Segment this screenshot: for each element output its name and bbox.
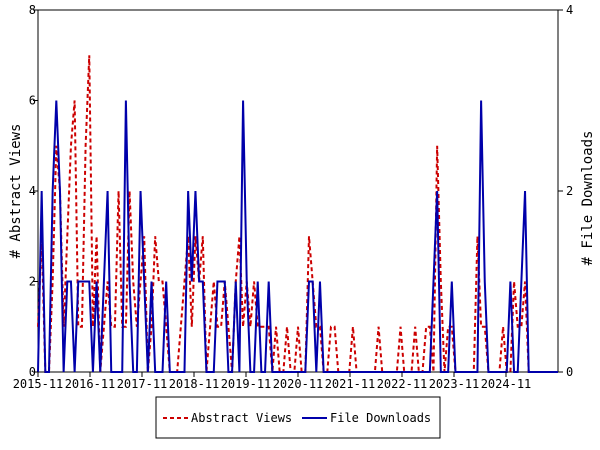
- right-y-tick-label: 4: [566, 3, 573, 17]
- left-y-tick-label: 6: [29, 94, 36, 108]
- left-y-tick-label: 4: [29, 184, 36, 198]
- x-tick-label: 2015-11: [13, 377, 64, 391]
- x-tick-label: 2016-11: [65, 377, 116, 391]
- x-tick-label: 2023-11: [429, 377, 480, 391]
- legend-label-file-downloads: File Downloads: [330, 411, 431, 425]
- x-tick-label: 2019-11: [221, 377, 272, 391]
- right-y-tick-label: 0: [566, 365, 573, 379]
- x-tick-label: 2024-11: [481, 377, 532, 391]
- legend: Abstract Views File Downloads: [155, 396, 441, 439]
- legend-box: [155, 396, 441, 439]
- left-y-tick-label: 2: [29, 275, 36, 289]
- x-tick-label: 2017-11: [117, 377, 168, 391]
- x-tick-label: 2022-11: [377, 377, 428, 391]
- right-axis-title: # File Downloads: [580, 131, 596, 266]
- x-tick-label: 2018-11: [169, 377, 220, 391]
- x-tick-label: 2021-11: [325, 377, 376, 391]
- left-axis-title: # Abstract Views: [8, 124, 24, 259]
- left-y-tick-label: 0: [29, 365, 36, 379]
- x-tick-label: 2020-11: [273, 377, 324, 391]
- axis-layer: 2015-11 2016-11 2017-11 2018-11 2019-11 2020-…: [13, 3, 574, 391]
- legend-label-abstract-views: Abstract Views: [191, 411, 292, 425]
- left-y-tick-label: 8: [29, 3, 36, 17]
- right-y-tick-label: 2: [566, 184, 573, 198]
